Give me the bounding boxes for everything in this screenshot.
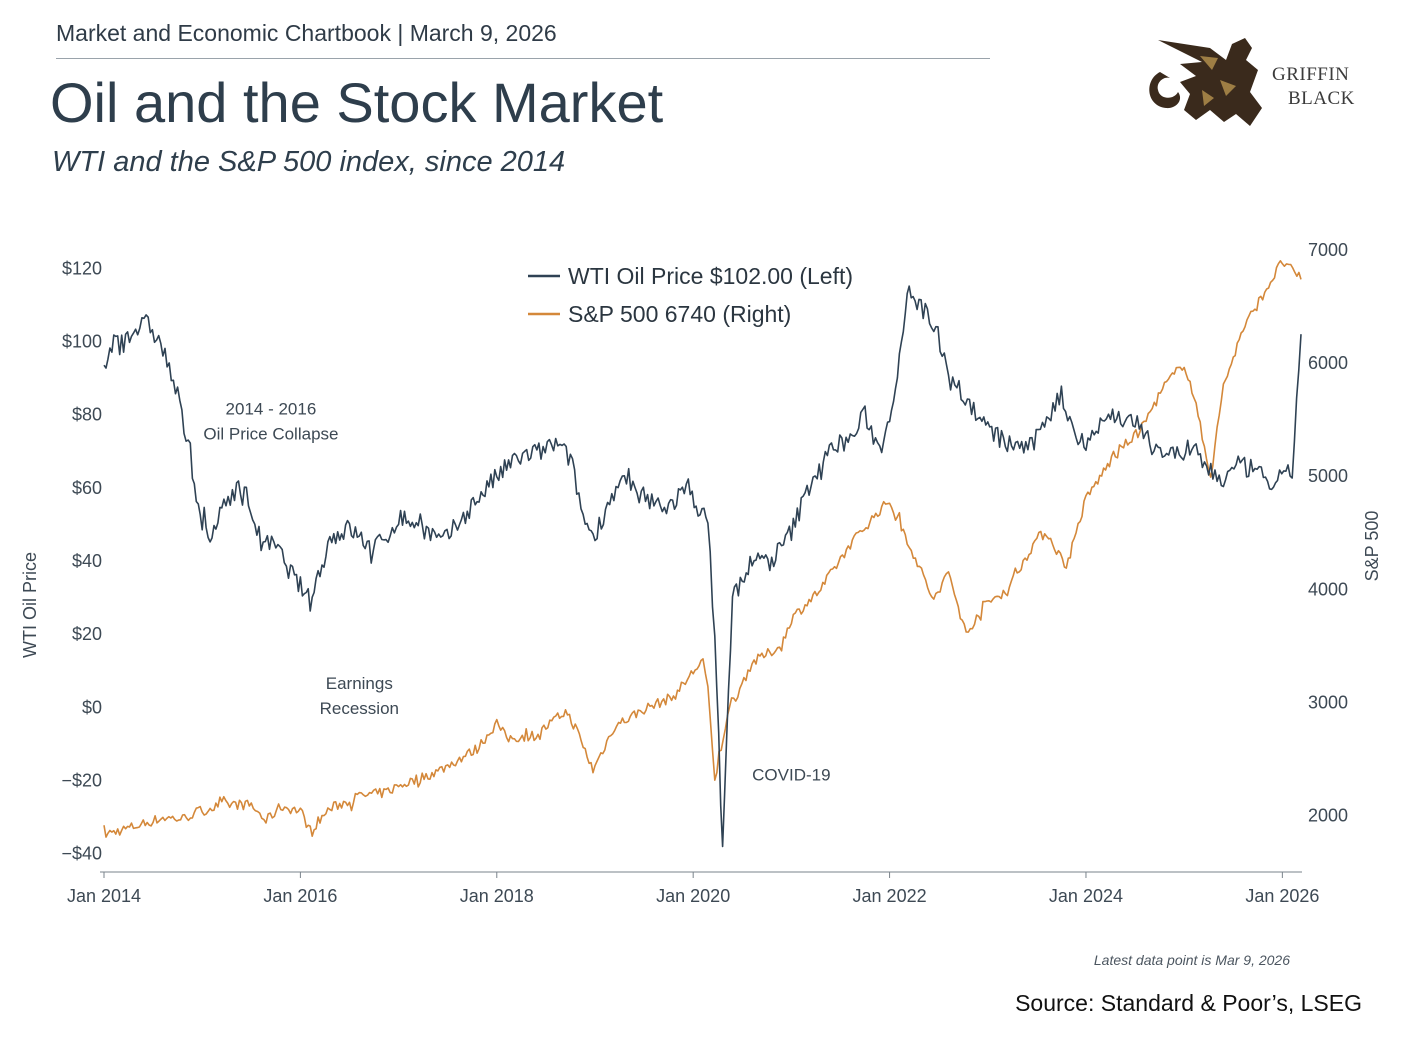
- chartbook-header: Market and Economic Chartbook | March 9,…: [56, 20, 557, 46]
- latest-data-note: Latest data point is Mar 9, 2026: [1093, 952, 1290, 968]
- oil-spx-chart: $120 $100 $80 $60 $40 $20 $0 −$20 −$40 7000 6000 5…: [20, 240, 1382, 906]
- page-subtitle: WTI and the S&P 500 index, since 2014: [52, 146, 566, 178]
- legend-wti-label: WTI Oil Price $102.00 (Left): [568, 263, 853, 289]
- page-title: Oil and the Stock Market: [50, 71, 664, 134]
- y-left-tick-label: $20: [72, 624, 102, 644]
- y-right-axis-title: S&P 500: [1362, 511, 1382, 582]
- y-left-tick-label: −$40: [61, 844, 102, 864]
- y-left-tick-label: −$20: [61, 771, 102, 791]
- chart-annotation: COVID-19: [752, 766, 830, 785]
- spx-series-line: [103, 260, 1302, 838]
- x-tick-label: Jan 2022: [853, 886, 927, 906]
- wti-series-line: [103, 285, 1302, 848]
- y-left-tick-label: $40: [72, 551, 102, 571]
- y-right-tick-label: 3000: [1308, 692, 1348, 712]
- y-right-tick-label: 2000: [1308, 805, 1348, 825]
- griffin-logo-icon: [1149, 38, 1262, 126]
- chart-annotation: 2014 - 2016 Oil Price Collapse: [203, 400, 338, 444]
- y-left-tick-label: $80: [72, 405, 102, 425]
- y-left-tick-label: $100: [62, 331, 102, 351]
- x-tick-label: Jan 2020: [656, 886, 730, 906]
- x-tick-label: Jan 2024: [1049, 886, 1123, 906]
- y-right-tick-label: 6000: [1308, 353, 1348, 373]
- y-left-tick-label: $0: [82, 697, 102, 717]
- y-right-tick-label: 4000: [1308, 579, 1348, 599]
- x-tick-label: Jan 2026: [1245, 886, 1319, 906]
- source-note: Source: Standard & Poor’s, LSEG: [1015, 990, 1362, 1016]
- x-tick-label: Jan 2018: [460, 886, 534, 906]
- y-right-tick-label: 5000: [1308, 466, 1348, 486]
- y-left-axis-title: WTI Oil Price: [20, 552, 40, 658]
- x-tick-label: Jan 2016: [263, 886, 337, 906]
- y-left-tick-label: $120: [62, 258, 102, 278]
- logo-text-line2: BLACK: [1288, 88, 1355, 109]
- x-tick-label: Jan 2014: [67, 886, 141, 906]
- y-left-tick-label: $60: [72, 478, 102, 498]
- chart-annotation: Earnings Recession: [320, 674, 399, 718]
- logo-text-line1: GRIFFIN: [1272, 64, 1350, 85]
- legend-spx-label: S&P 500 6740 (Right): [568, 301, 791, 327]
- header-divider: [56, 58, 990, 59]
- y-right-tick-label: 7000: [1308, 240, 1348, 260]
